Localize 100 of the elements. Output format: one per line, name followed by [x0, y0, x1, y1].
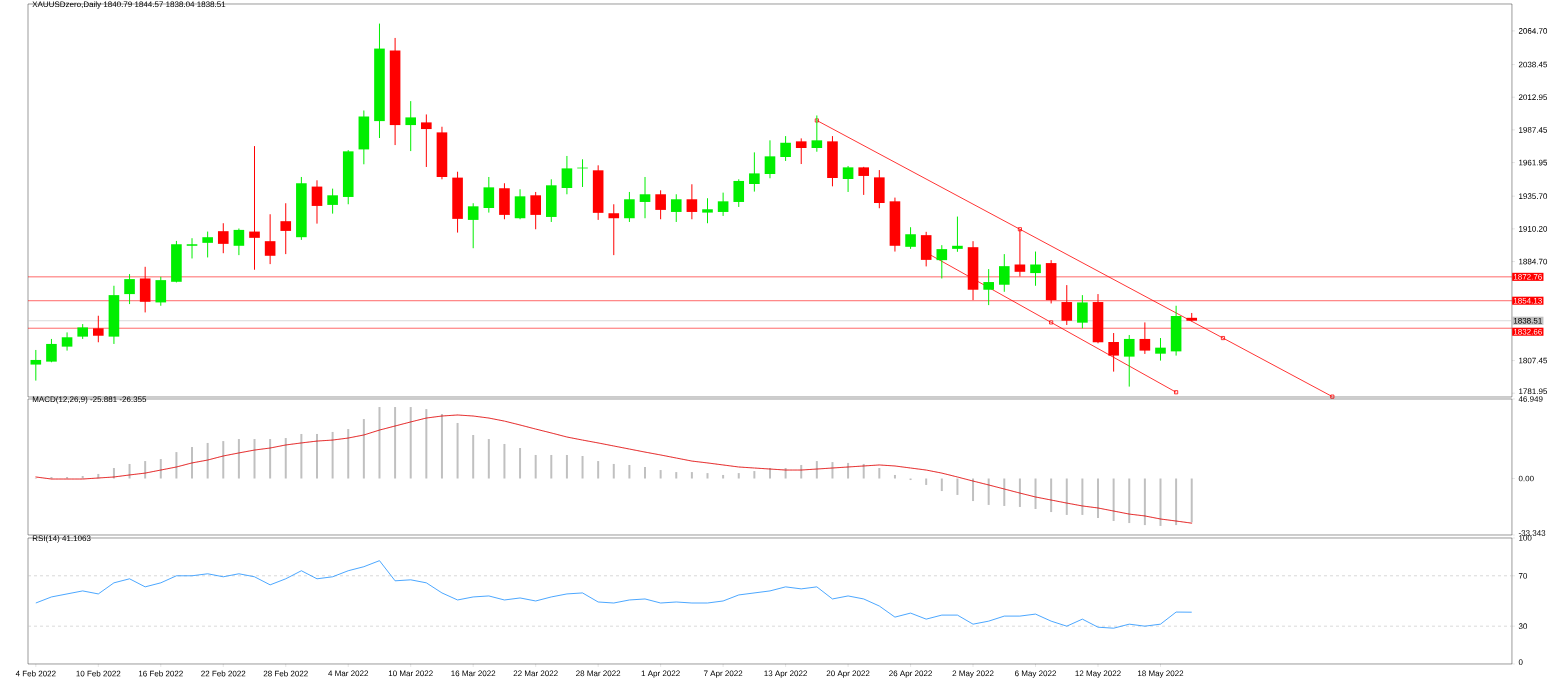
bar — [675, 472, 678, 479]
bar — [659, 470, 662, 479]
x-tick-label: 10 Mar 2022 — [388, 670, 433, 677]
x-tick-label: 6 May 2022 — [1015, 670, 1057, 678]
bar — [472, 434, 475, 479]
bar — [503, 443, 506, 479]
candlestick — [186, 237, 198, 259]
x-tick-label: 28 Mar 2022 — [576, 670, 621, 677]
bar — [362, 419, 365, 479]
candlestick — [983, 268, 994, 306]
y-tick-label: 1781.95 — [1519, 388, 1548, 395]
bar — [612, 463, 615, 479]
candlestick — [421, 113, 432, 168]
candlestick — [217, 222, 229, 254]
y-tick-label: 1910.20 — [1519, 226, 1548, 232]
candlestick — [998, 253, 1010, 293]
ref-line-label: 1872.76 — [1513, 274, 1542, 280]
candlestick — [842, 165, 854, 193]
x-tick-label: 10 Feb 2022 — [76, 670, 121, 677]
candlestick — [1155, 337, 1166, 362]
candlestick — [30, 349, 42, 382]
candlestick — [733, 178, 745, 208]
bar — [987, 478, 990, 505]
y-tick-label: 1807.45 — [1519, 357, 1548, 364]
bar — [737, 473, 740, 479]
candlestick — [530, 191, 541, 230]
y-tick-label: 1935.70 — [1519, 193, 1548, 200]
bar — [253, 439, 256, 479]
bar — [519, 448, 522, 479]
bar — [1018, 478, 1021, 507]
y-tick-label: 0 — [1518, 659, 1523, 665]
point — [1049, 320, 1054, 325]
bar — [1159, 478, 1162, 526]
candlestick — [952, 216, 963, 253]
candlestick — [561, 155, 573, 195]
candlestick — [670, 193, 682, 223]
y-tick-label: 1987.45 — [1519, 127, 1548, 133]
candlestick — [467, 202, 479, 249]
bar — [331, 431, 334, 479]
bar — [722, 474, 725, 479]
x-tick-label: 4 Mar 2022 — [328, 670, 369, 677]
x-tick-label: 18 May 2022 — [1137, 670, 1184, 678]
y-tick-label: 46.949 — [1518, 396, 1543, 402]
candlestick — [249, 145, 260, 271]
bar — [1175, 478, 1178, 526]
bar — [581, 455, 584, 479]
y-tick-label: 100 — [1519, 535, 1532, 541]
bar — [378, 407, 381, 479]
x-tick-label: 22 Mar 2022 — [513, 670, 558, 677]
candlestick — [311, 179, 323, 225]
x-tick-label: 22 Feb 2022 — [201, 670, 246, 677]
chart-title: MACD(12,26,9) -25.881 -26.355 — [32, 396, 147, 404]
bar — [893, 474, 896, 479]
candlestick — [1123, 334, 1135, 388]
bar — [440, 413, 443, 479]
candlestick — [702, 197, 713, 224]
candlestick — [514, 188, 526, 220]
bar — [1128, 478, 1131, 524]
point — [1220, 336, 1225, 341]
bar — [706, 473, 709, 479]
candlestick — [686, 183, 698, 220]
candlestick — [717, 192, 729, 217]
bar — [597, 461, 600, 479]
x-tick-label: 26 Apr 2022 — [889, 670, 932, 678]
candlestick — [1108, 332, 1119, 373]
chart-title: XAUUSDzero,Daily 1840.79 1844.57 1838.04 1838.51 — [32, 1, 226, 9]
candlestick — [483, 176, 495, 214]
x-tick-label: 16 Feb 2022 — [138, 670, 183, 677]
bar — [347, 429, 350, 479]
bar — [753, 471, 756, 479]
candlestick — [936, 244, 948, 279]
candlestick — [405, 100, 417, 152]
bar — [940, 478, 943, 492]
x-tick-label: 28 Feb 2022 — [263, 670, 308, 677]
y-tick-label: 30 — [1518, 623, 1528, 630]
y-tick-label: 2038.45 — [1518, 61, 1548, 68]
bar — [144, 461, 147, 479]
bar — [284, 438, 287, 479]
bar — [300, 433, 303, 479]
bar — [487, 439, 490, 479]
candlestick — [280, 202, 292, 255]
x-tick-label: 12 May 2022 — [1075, 670, 1121, 678]
bar — [191, 447, 194, 479]
candlestick — [764, 139, 776, 179]
bar — [315, 433, 318, 479]
ref-line-label: 1832.66 — [1513, 328, 1542, 335]
candlestick — [780, 135, 791, 162]
candlestick — [61, 331, 73, 352]
y-tick-label: 0.00 — [1518, 475, 1534, 482]
chart-title: RSI(14) 41.1063 — [32, 535, 91, 543]
ref-line-label: 1838.51 — [1513, 317, 1542, 324]
bar — [550, 454, 553, 479]
x-tick-label: 16 Mar 2022 — [451, 670, 496, 677]
y-tick-label: 1884.70 — [1519, 258, 1548, 265]
bar — [644, 466, 647, 479]
candlestick — [624, 191, 635, 223]
candlestick — [795, 137, 807, 165]
candlestick — [1077, 294, 1088, 329]
bar — [1065, 478, 1068, 515]
candlestick — [202, 231, 213, 258]
